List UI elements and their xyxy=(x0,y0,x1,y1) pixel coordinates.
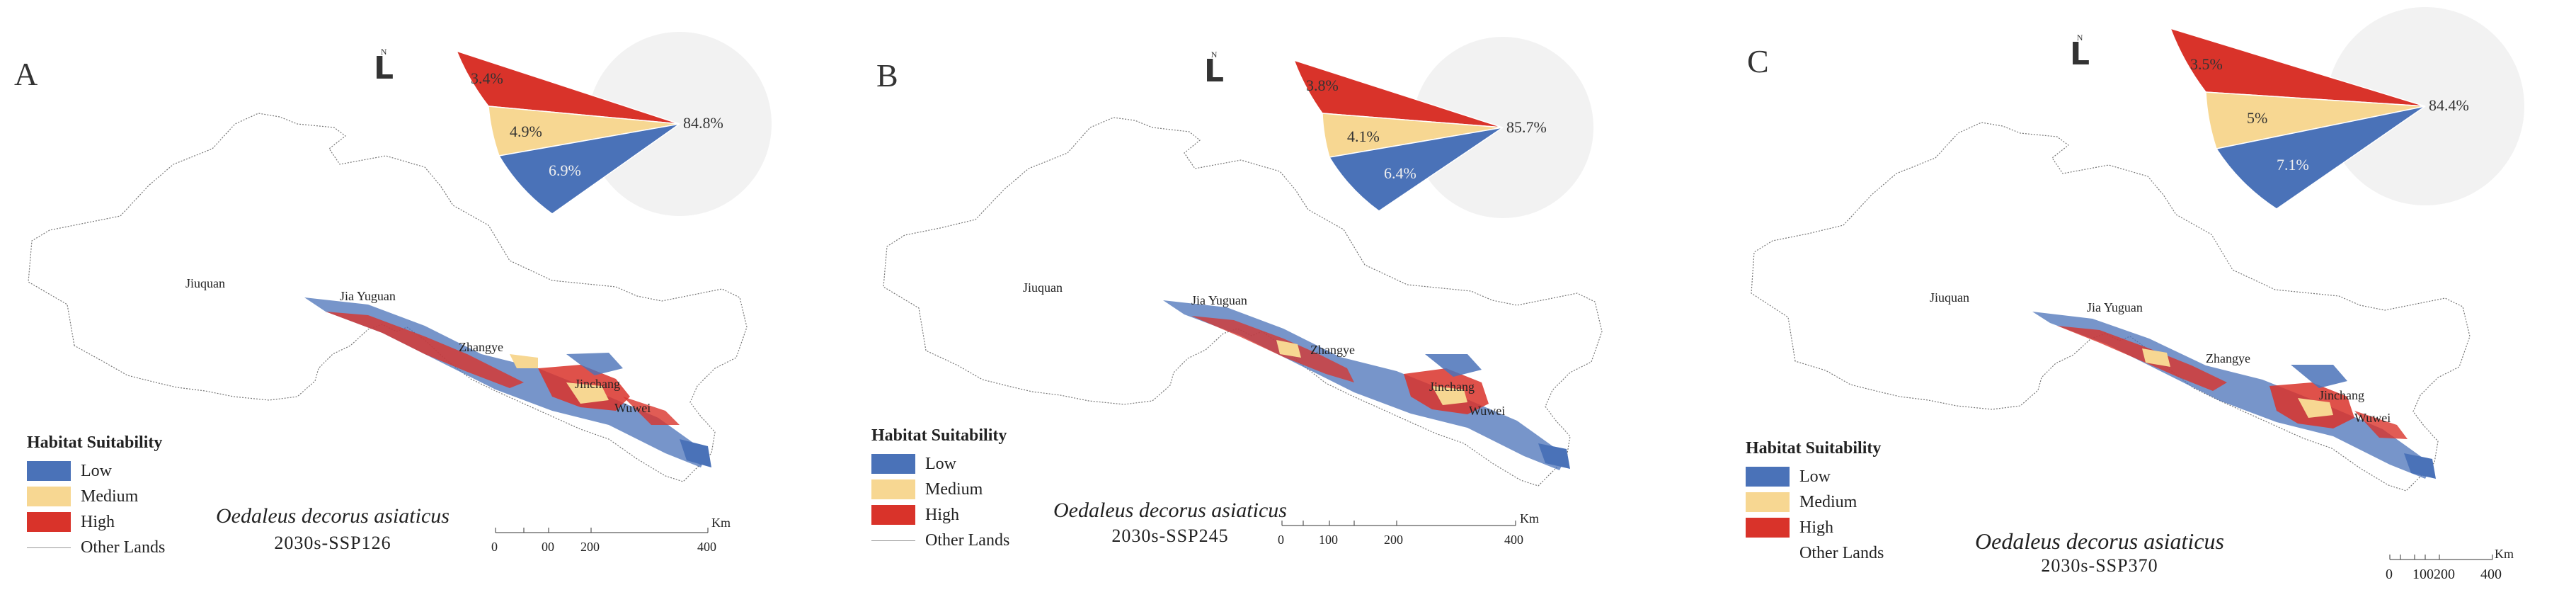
map-canvas: 3.5% 5% 7.1% 84.4% xyxy=(1751,7,2524,560)
city-label-jiayuguan: Jia Yuguan xyxy=(340,289,396,303)
panel-letter: C xyxy=(1747,43,1769,79)
legend-title: Habitat Suitability xyxy=(1746,439,1882,458)
scale-bar xyxy=(2389,555,2493,560)
legend-item-medium: Medium xyxy=(27,484,165,509)
species-name: Oedaleus decorus asiaticus xyxy=(1053,499,1287,522)
pie-label-low: 7.1% xyxy=(2277,156,2309,174)
pie-label-high: 3.8% xyxy=(1306,76,1339,94)
legend-item-low: Low xyxy=(1746,464,1884,489)
scale-bar xyxy=(495,528,709,533)
map-canvas: 3.8% 4.1% 6.4% 85.7% xyxy=(883,37,1603,526)
species-name: Oedaleus decorus asiaticus xyxy=(216,504,450,528)
city-label-jinchang: Jinchang xyxy=(575,377,620,391)
panel-letter: B xyxy=(876,57,898,93)
legend-item-other: Other Lands xyxy=(1746,540,1884,566)
legend-item-high: High xyxy=(1746,515,1884,540)
pie-label-medium: 4.1% xyxy=(1347,127,1380,145)
city-label-wuwei: Wuwei xyxy=(2354,411,2391,425)
legend-title: Habitat Suitability xyxy=(27,433,163,452)
scenario-label: 2030s-SSP245 xyxy=(1111,526,1229,546)
species-name: Oedaleus decorus asiaticus xyxy=(1975,528,2224,554)
pie-label-other: 84.8% xyxy=(683,114,723,132)
pie-label-low: 6.4% xyxy=(1384,164,1416,182)
pie-slice-low xyxy=(2215,106,2426,210)
habitat-patches xyxy=(1163,300,1570,470)
city-label-jinchang: Jinchang xyxy=(1429,380,1475,394)
legend-item-medium: Medium xyxy=(1746,489,1884,515)
legend-item-other: Other Lands xyxy=(871,528,1009,553)
city-label-zhangye: Zhangye xyxy=(459,340,503,354)
city-label-zhangye: Zhangye xyxy=(1310,343,1355,357)
scale-bar xyxy=(1281,521,1516,526)
pie-label-low: 6.9% xyxy=(549,161,581,179)
legend: Habitat Suitability Low Medium High Othe… xyxy=(871,426,1009,553)
pie-label-high: 3.4% xyxy=(471,69,503,87)
region-boundary xyxy=(883,117,1603,487)
pie-label-other: 84.4% xyxy=(2429,96,2469,114)
city-label-jiuquan: Jiuquan xyxy=(1023,280,1063,295)
city-label-jiayuguan: Jia Yuguan xyxy=(2087,300,2143,314)
city-label-jiuquan: Jiuquan xyxy=(185,276,225,290)
region-boundary xyxy=(1751,122,2471,492)
legend-item-low: Low xyxy=(871,451,1009,477)
legend-item-other: Other Lands xyxy=(27,535,165,560)
legend-title: Habitat Suitability xyxy=(871,426,1007,445)
habitat-patches xyxy=(304,297,711,467)
scenario-label: 2030s-SSP370 xyxy=(2041,555,2158,576)
map-canvas: 3.4% 4.9% 6.9% 84.8% xyxy=(28,32,772,533)
region-boundary xyxy=(28,113,748,482)
city-label-wuwei: Wuwei xyxy=(614,401,651,415)
scenario-label: 2030s-SSP126 xyxy=(274,533,391,553)
city-label-jinchang: Jinchang xyxy=(2319,388,2364,402)
habitat-patches xyxy=(2032,312,2436,479)
pie-label-other: 85.7% xyxy=(1506,118,1547,136)
city-label-wuwei: Wuwei xyxy=(1469,404,1506,418)
pie-slice-low xyxy=(1328,127,1504,212)
legend-item-high: High xyxy=(27,509,165,535)
city-label-jiuquan: Jiuquan xyxy=(1930,290,1969,305)
legend-item-medium: Medium xyxy=(871,477,1009,502)
pie-label-high: 3.5% xyxy=(2190,55,2223,73)
legend-item-low: Low xyxy=(27,458,165,484)
pie-label-medium: 4.9% xyxy=(510,123,542,140)
legend-item-high: High xyxy=(871,502,1009,528)
pie-chart: 3.4% 4.9% 6.9% 84.8% xyxy=(455,32,772,216)
city-label-jiayuguan: Jia Yuguan xyxy=(1191,293,1247,307)
pie-slice-low xyxy=(498,123,680,215)
panel-letter: A xyxy=(14,56,38,92)
pie-chart: 3.8% 4.1% 6.4% 85.7% xyxy=(1293,37,1593,218)
city-label-zhangye: Zhangye xyxy=(2206,351,2250,365)
pie-label-medium: 5% xyxy=(2247,109,2267,127)
pie-chart: 3.5% 5% 7.1% 84.4% xyxy=(2169,7,2524,210)
legend: Habitat Suitability Low Medium High Othe… xyxy=(27,433,165,560)
legend: Habitat Suitability Low Medium High Othe… xyxy=(1746,439,1884,566)
